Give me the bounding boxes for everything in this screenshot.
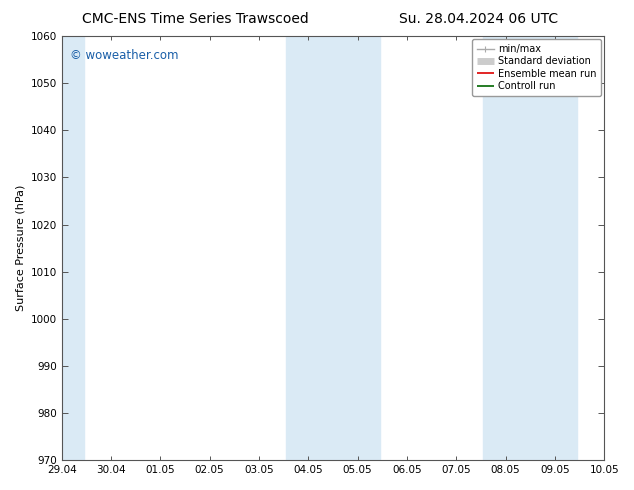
Legend: min/max, Standard deviation, Ensemble mean run, Controll run: min/max, Standard deviation, Ensemble me… — [472, 39, 601, 96]
Text: Su. 28.04.2024 06 UTC: Su. 28.04.2024 06 UTC — [399, 12, 558, 26]
Bar — [286, 36, 380, 460]
Text: CMC-ENS Time Series Trawscoed: CMC-ENS Time Series Trawscoed — [82, 12, 309, 26]
Bar — [39, 36, 84, 460]
Text: © woweather.com: © woweather.com — [70, 49, 178, 62]
Bar — [483, 36, 577, 460]
Y-axis label: Surface Pressure (hPa): Surface Pressure (hPa) — [15, 185, 25, 311]
